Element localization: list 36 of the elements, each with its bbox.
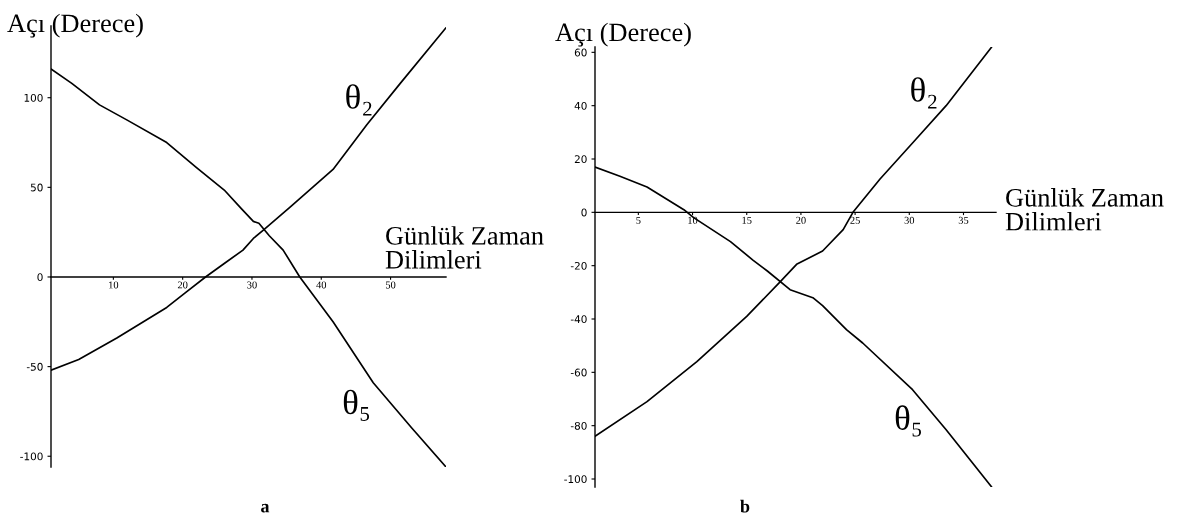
- x-tick-label: 10: [109, 281, 119, 289]
- text: b: [740, 499, 750, 513]
- series-label: θ₂: [911, 77, 937, 109]
- y-tick-label: 20: [574, 155, 587, 164]
- series-label: θ₂: [346, 84, 372, 116]
- series-label: θ₅: [895, 405, 922, 437]
- y-tick-label: -100: [20, 452, 43, 461]
- x-axis-title: Günlük Zaman Dilimleri: [385, 226, 544, 269]
- y-tick-label: 0: [581, 208, 587, 217]
- x-tick-label: 10: [688, 216, 698, 224]
- y-tick-label: -80: [570, 421, 587, 430]
- y-tick-label: 40: [574, 101, 587, 110]
- x-tick-label: 15: [742, 216, 752, 224]
- y-tick-label: -20: [570, 261, 587, 270]
- x-tick-label: 50: [385, 281, 396, 289]
- y-tick-label: -100: [564, 475, 587, 484]
- x-tick-label: 20: [177, 281, 188, 289]
- x-tick-label: 35: [958, 216, 969, 224]
- y-tick-label: 100: [24, 93, 43, 102]
- y-tick-label: -40: [570, 315, 587, 324]
- x-axis-title: Günlük Zaman Dilimleri: [1005, 188, 1164, 231]
- x-tick-label: 20: [796, 216, 806, 224]
- x-tick-label: 40: [316, 281, 327, 289]
- series-label: θ₅: [343, 389, 370, 421]
- y-tick-label: 50: [30, 183, 43, 192]
- y-axis-title: Açı (Derece): [7, 13, 143, 38]
- x-tick-label: 30: [904, 216, 915, 224]
- x-tick-label: 5: [636, 216, 641, 224]
- y-tick-label: 60: [574, 48, 587, 57]
- y-tick-label: 0: [37, 273, 43, 282]
- y-tick-label: -60: [570, 368, 587, 377]
- x-tick-label: 30: [247, 281, 257, 289]
- y-axis-title: Açı (Derece): [555, 22, 691, 47]
- text: a: [261, 503, 270, 513]
- y-tick-label: -50: [26, 362, 43, 371]
- x-tick-label: 25: [850, 216, 860, 224]
